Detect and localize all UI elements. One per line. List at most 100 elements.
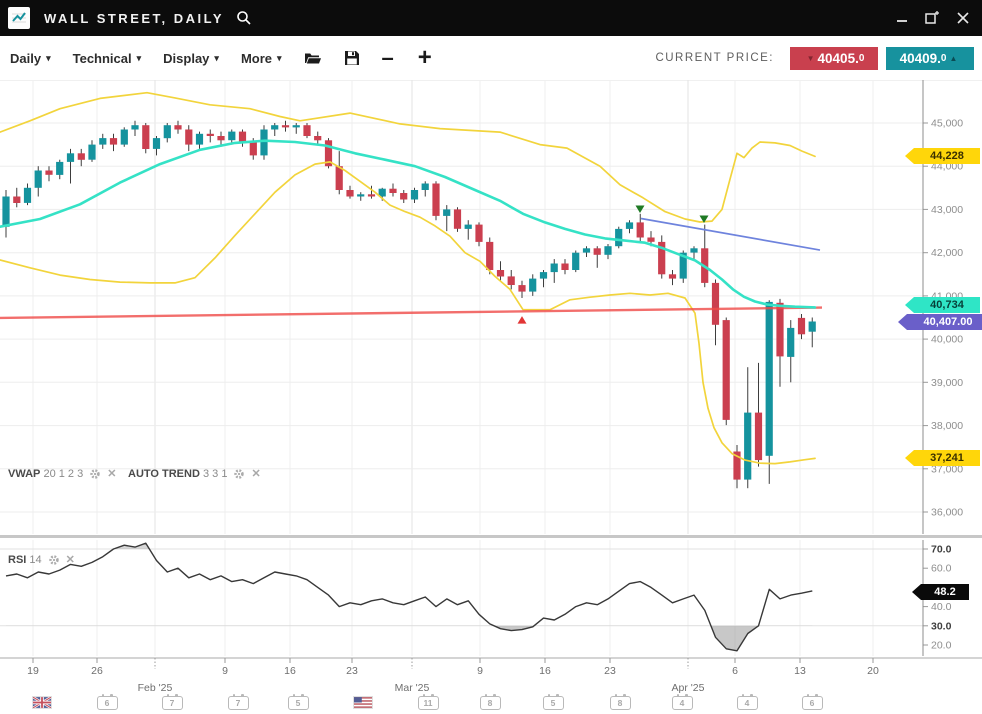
- rsi-name: RSI: [8, 553, 27, 566]
- svg-text:40,000: 40,000: [931, 334, 963, 346]
- time-axis[interactable]: 19 26 Feb '25 9 16 23 Mar '25 9 16 23 Apr '25 6 13 20: [0, 656, 982, 695]
- calendar-event-icon[interactable]: 4: [736, 694, 758, 710]
- svg-text:20: 20: [867, 665, 879, 677]
- menu-daily[interactable]: Daily ▾: [10, 51, 51, 66]
- zoom-out-button[interactable]: –: [381, 45, 394, 70]
- vwap-value-badge: 40,734: [905, 297, 980, 313]
- lower-band-value-badge: 37,241: [905, 450, 980, 466]
- menu-display[interactable]: Display ▾: [163, 51, 219, 66]
- svg-text:6: 6: [732, 665, 738, 677]
- svg-text:23: 23: [604, 665, 616, 677]
- ask-price-value: 40409.: [899, 50, 941, 66]
- calendar-event-icon[interactable]: 11: [417, 694, 439, 710]
- svg-text:43,000: 43,000: [931, 204, 963, 216]
- calendar-event-count: 8: [617, 698, 623, 708]
- svg-text:42,000: 42,000: [931, 247, 963, 259]
- menu-technical-label: Technical: [72, 50, 132, 66]
- autotrend-settings-gear-icon[interactable]: [233, 468, 245, 480]
- svg-text:30.0: 30.0: [931, 620, 952, 632]
- app-logo-chart-icon: [8, 7, 30, 29]
- close-button[interactable]: [956, 8, 970, 28]
- vwap-close-icon[interactable]: ✕: [107, 468, 117, 480]
- calendar-event-icon[interactable]: 6: [96, 694, 118, 710]
- svg-text:20.0: 20.0: [931, 640, 952, 652]
- menu-more[interactable]: More ▾: [241, 51, 282, 66]
- chevron-down-icon: ▾: [214, 52, 219, 63]
- chevron-down-icon: ▾: [46, 52, 51, 63]
- svg-text:9: 9: [222, 665, 228, 677]
- svg-text:Apr '25: Apr '25: [672, 682, 705, 694]
- search-icon[interactable]: [236, 10, 252, 26]
- save-icon[interactable]: [344, 50, 360, 66]
- vwap-settings-gear-icon[interactable]: [89, 468, 101, 480]
- chevron-down-icon: ▾: [136, 52, 142, 63]
- menu-technical[interactable]: Technical ▾: [73, 51, 142, 66]
- svg-text:37,000: 37,000: [931, 463, 963, 475]
- svg-text:23: 23: [346, 665, 358, 677]
- svg-text:16: 16: [539, 665, 551, 677]
- news-flag-us-icon[interactable]: [352, 696, 373, 709]
- calendar-event-icon[interactable]: 7: [227, 694, 249, 710]
- calendar-event-icon[interactable]: 5: [542, 694, 564, 710]
- vwap-params: 20 1 2 3: [43, 467, 84, 480]
- svg-text:Mar '25: Mar '25: [395, 682, 430, 694]
- svg-text:40.0: 40.0: [931, 601, 952, 613]
- bid-price-value: 40405.: [817, 50, 859, 66]
- ask-price-pip: 0: [940, 52, 947, 64]
- open-folder-icon[interactable]: [304, 51, 322, 66]
- svg-text:26: 26: [91, 665, 103, 677]
- svg-text:Feb '25: Feb '25: [138, 682, 173, 694]
- arrow-up-icon: ▲: [949, 53, 958, 63]
- upper-band-value-badge: 44,228: [905, 148, 980, 164]
- current-price-label: CURRENT PRICE:: [655, 52, 774, 64]
- popout-window-button[interactable]: [924, 8, 940, 28]
- menu-more-label: More: [240, 50, 272, 66]
- rsi-settings-gear-icon[interactable]: [48, 554, 60, 566]
- bid-price-badge[interactable]: ▼ 40405. 0: [790, 46, 878, 70]
- svg-text:70.0: 70.0: [931, 544, 952, 556]
- calendar-event-count: 11: [423, 698, 433, 708]
- vwap-name: VWAP: [8, 467, 41, 480]
- calendar-event-icon[interactable]: 8: [609, 694, 631, 710]
- chart-title: WALL STREET, DAILY: [44, 10, 225, 26]
- pane-divider[interactable]: [0, 535, 982, 538]
- news-flag-uk-icon[interactable]: [31, 696, 52, 709]
- autotrend-close-icon[interactable]: ✕: [251, 468, 261, 480]
- ask-price-badge[interactable]: 40409. 0 ▲: [886, 46, 974, 70]
- rsi-indicator-chart[interactable]: 70.0 60.0 40.0 30.0 20.0: [0, 540, 982, 656]
- autotrend-name: AUTO TREND: [128, 467, 200, 480]
- toolbar: Daily ▾ Technical ▾ Display ▾ More ▾ – +…: [0, 36, 982, 81]
- svg-text:36,000: 36,000: [931, 507, 963, 519]
- svg-text:16: 16: [284, 665, 296, 677]
- calendar-event-count: 8: [487, 698, 493, 708]
- rsi-indicator-label: RSI 14 ✕: [8, 553, 75, 567]
- calendar-event-count: 4: [679, 698, 685, 708]
- zoom-in-button[interactable]: +: [417, 44, 432, 71]
- economic-calendar-row: 6 7 7 5 11 8 5 8 4 4 6: [0, 694, 982, 714]
- menu-daily-label: Daily: [10, 50, 42, 66]
- autotrend-indicator-label: AUTO TREND 3 3 1 ✕: [128, 467, 261, 481]
- calendar-event-count: 6: [809, 698, 815, 708]
- chevron-down-icon: ▾: [277, 52, 282, 63]
- svg-text:13: 13: [794, 665, 806, 677]
- calendar-event-icon[interactable]: 7: [161, 694, 183, 710]
- rsi-value-badge: 48.2: [912, 584, 969, 600]
- calendar-event-icon[interactable]: 6: [801, 694, 823, 710]
- svg-text:19: 19: [27, 665, 39, 677]
- title-bar: WALL STREET, DAILY: [0, 0, 982, 36]
- calendar-event-count: 7: [235, 698, 241, 708]
- menu-display-label: Display: [163, 50, 210, 66]
- main-price-chart[interactable]: 45,00044,00043,00042,00041,00040,00039,0…: [0, 80, 982, 534]
- calendar-event-icon[interactable]: 5: [287, 694, 309, 710]
- svg-text:39,000: 39,000: [931, 377, 963, 389]
- rsi-close-icon[interactable]: ✕: [65, 554, 75, 566]
- calendar-event-count: 4: [744, 698, 750, 708]
- svg-text:9: 9: [477, 665, 483, 677]
- bid-price-pip: 0: [858, 52, 865, 64]
- arrow-down-icon: ▼: [806, 53, 815, 63]
- calendar-event-count: 6: [104, 698, 110, 708]
- calendar-event-icon[interactable]: 4: [671, 694, 693, 710]
- calendar-event-icon[interactable]: 8: [479, 694, 501, 710]
- minimize-button[interactable]: [896, 8, 908, 28]
- calendar-event-count: 5: [550, 698, 556, 708]
